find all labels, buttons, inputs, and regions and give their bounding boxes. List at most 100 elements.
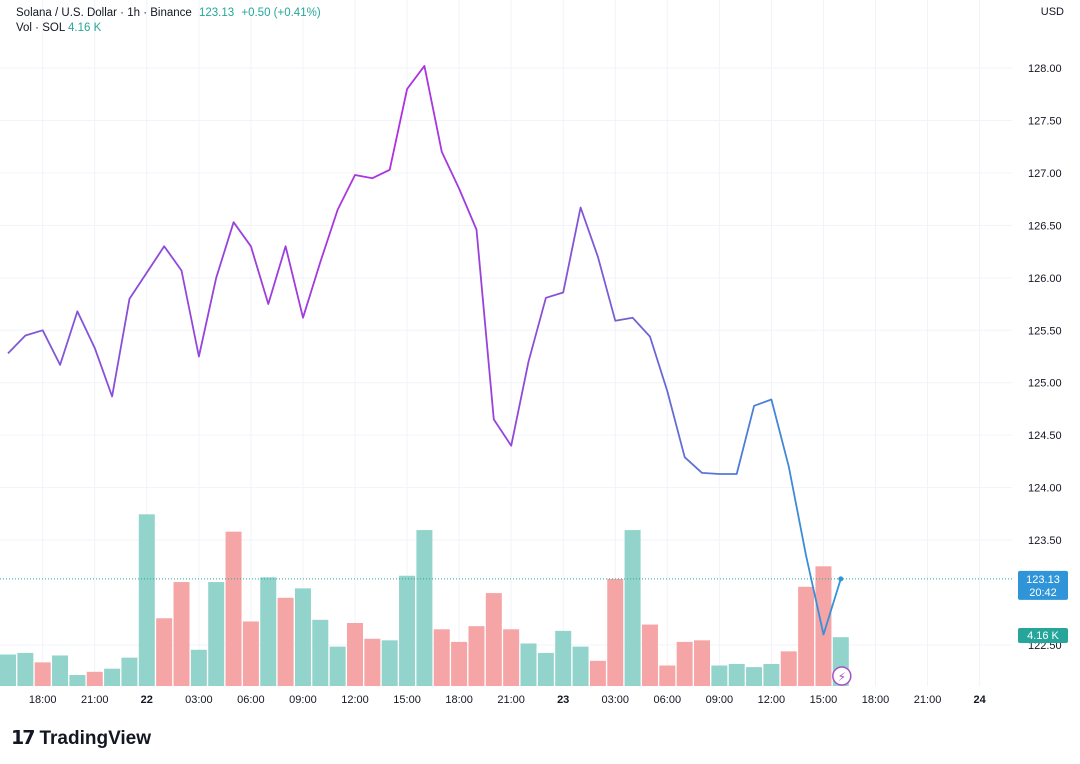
- last-price: 123.13: [198, 7, 235, 19]
- y-tick-label: 124.50: [1028, 430, 1062, 442]
- x-tick-label: 06:00: [654, 694, 682, 706]
- x-tick-label: 12:00: [758, 694, 786, 706]
- event-marker-icon: [832, 666, 852, 686]
- volume-bar: [364, 638, 381, 686]
- chart-legend-price: Solana / U.S. Dollar · 1h · Binance 123.…: [16, 7, 325, 19]
- x-axis: 18:00 21:00 22 03:00 06:00 09:00 12:00 15:00 18:…: [29, 694, 987, 706]
- volume-bar: [104, 668, 121, 686]
- event-marker: ⚡: [832, 666, 852, 686]
- x-tick-label: 18:00: [445, 694, 473, 706]
- chart-legend-volume: Vol · SOL 4.16 K: [16, 22, 101, 34]
- volume-bar: [242, 621, 259, 686]
- y-axis: 128.00 127.50 127.00 126.50 126.00 125.50 125.…: [1028, 63, 1062, 652]
- x-tick-label: 06:00: [237, 694, 265, 706]
- y-tick-label: 125.00: [1028, 378, 1062, 390]
- x-tick-label: 15:00: [810, 694, 838, 706]
- currency-label[interactable]: USD: [1040, 6, 1064, 18]
- x-tick-label: 22: [141, 694, 153, 706]
- symbol-title[interactable]: Solana / U.S. Dollar · 1h · Binance: [16, 7, 192, 19]
- volume-bar: [190, 649, 207, 686]
- x-tick-label: 03:00: [601, 694, 629, 706]
- brand-name: TradingView: [39, 727, 152, 749]
- volume-series: [0, 514, 849, 686]
- volume-bar: [607, 578, 624, 686]
- volume-bar: [34, 662, 51, 686]
- y-tick-label: 128.00: [1028, 63, 1062, 75]
- volume-bar: [641, 624, 658, 686]
- volume-bar: [173, 582, 190, 686]
- volume-bar: [624, 530, 641, 686]
- volume-bar: [589, 660, 606, 686]
- volume-bar: [815, 566, 832, 686]
- volume-tag-value: 4.16 K: [1027, 630, 1059, 642]
- volume-bar: [798, 586, 815, 686]
- volume-bar: [572, 646, 589, 686]
- x-tick-label: 18:00: [862, 694, 890, 706]
- volume-bar: [0, 654, 16, 686]
- y-tick-label: 123.50: [1028, 535, 1062, 547]
- volume-bar: [399, 575, 416, 686]
- volume-bar: [676, 641, 693, 686]
- lightning-icon: ⚡: [838, 670, 846, 684]
- tradingview-logo[interactable]: 𝟭𝟳 TradingView: [11, 727, 151, 750]
- volume-bar: [347, 623, 363, 686]
- volume-bar: [277, 597, 294, 686]
- x-tick-label: 21:00: [914, 694, 942, 706]
- volume-bar: [485, 593, 502, 686]
- x-tick-label: 03:00: [185, 694, 213, 706]
- volume-bar: [520, 643, 537, 686]
- volume-bar: [468, 626, 485, 686]
- y-tick-label: 127.00: [1028, 168, 1062, 180]
- volume-bar: [225, 531, 242, 686]
- x-tick-label: 23: [557, 694, 569, 706]
- volume-bar: [86, 671, 103, 686]
- x-tick-label: 15:00: [393, 694, 421, 706]
- last-price-dot: [838, 576, 844, 582]
- volume-bar: [694, 640, 710, 686]
- volume-bar: [555, 630, 572, 686]
- y-tick-label: 126.00: [1028, 273, 1062, 285]
- price-change: +0.50 (+0.41%): [241, 7, 321, 19]
- volume-value: 4.16 K: [68, 22, 102, 34]
- y-tick-label: 126.50: [1028, 220, 1062, 232]
- volume-bar: [451, 641, 468, 686]
- volume-tag-bg: [1018, 628, 1068, 643]
- volume-bar: [537, 652, 554, 686]
- volume-bar: [17, 652, 34, 686]
- volume-bar: [416, 530, 433, 686]
- volume-bar: [69, 674, 86, 686]
- volume-bar: [381, 640, 398, 686]
- y-tick-label: 125.50: [1028, 325, 1062, 337]
- volume-bar: [780, 651, 797, 686]
- volume-bar: [156, 618, 173, 686]
- y-tick-label: 127.50: [1028, 115, 1062, 127]
- volume-bar: [503, 629, 520, 686]
- x-tick-label: 09:00: [706, 694, 734, 706]
- volume-bar: [138, 514, 155, 686]
- volume-bar: [433, 629, 450, 686]
- volume-bar: [260, 577, 277, 686]
- volume-bar: [659, 665, 676, 686]
- volume-bar: [208, 582, 225, 686]
- candle-countdown: 20:42: [1029, 587, 1057, 599]
- volume-bar: [294, 588, 311, 686]
- x-tick-label: 18:00: [29, 694, 57, 706]
- tradingview-logo-icon: 𝟭𝟳: [11, 728, 35, 749]
- x-tick-label: 09:00: [289, 694, 317, 706]
- volume-bar: [746, 667, 763, 686]
- price-tag-bg: [1018, 570, 1068, 600]
- x-tick-label: 24: [973, 694, 986, 706]
- x-tick-label: 21:00: [497, 694, 525, 706]
- volume-bar: [121, 657, 138, 686]
- volume-bar: [52, 655, 69, 686]
- x-tick-label: 12:00: [341, 694, 369, 706]
- volume-bar: [763, 663, 780, 686]
- volume-label[interactable]: Vol · SOL: [16, 22, 65, 34]
- volume-bar: [312, 619, 329, 686]
- price-tag-value: 123.13: [1026, 574, 1060, 586]
- price-line-series: [7, 65, 842, 636]
- last-volume-tag: 4.16 K: [1018, 628, 1068, 643]
- y-tick-label: 124.00: [1028, 483, 1062, 495]
